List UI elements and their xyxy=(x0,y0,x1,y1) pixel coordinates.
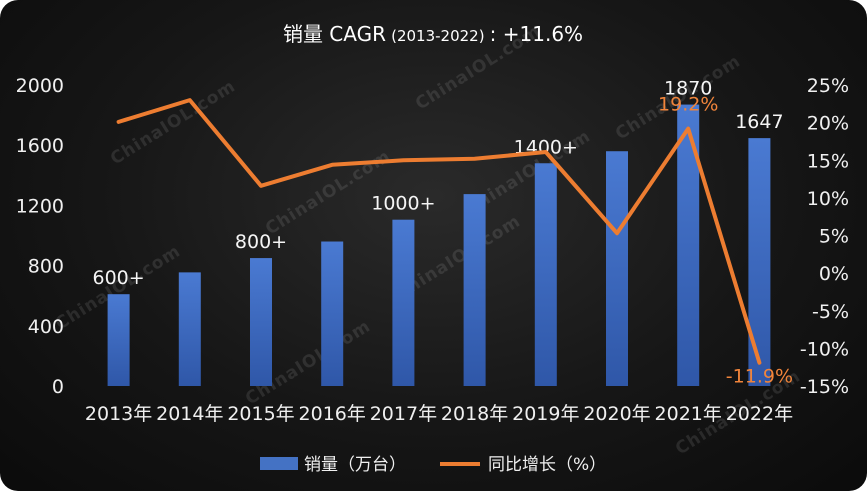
bar xyxy=(748,138,771,386)
line-point xyxy=(544,150,548,154)
right-tick-label: 20% xyxy=(807,113,849,135)
line-point xyxy=(757,361,761,365)
left-tick-label: 2000 xyxy=(16,75,64,97)
line-annotations: 19.2% -11.9% xyxy=(658,94,793,388)
bar xyxy=(463,194,486,386)
x-tick-label: 2020年 xyxy=(583,403,650,425)
right-tick-label: -15% xyxy=(800,376,849,398)
right-tick-label: 0% xyxy=(819,263,849,285)
left-axis: 0 400 800 1200 1600 2000 xyxy=(16,75,64,398)
line-annotation: 19.2% xyxy=(658,94,718,116)
watermark-text: ChinaIOL.com xyxy=(107,76,239,169)
bar xyxy=(606,151,628,386)
line-point xyxy=(259,184,263,188)
x-tick-label: 2013年 xyxy=(85,403,152,425)
bar xyxy=(321,241,344,386)
bar-annotation: 800+ xyxy=(235,231,287,253)
x-tick-label: 2017年 xyxy=(370,403,437,425)
line-point xyxy=(330,163,334,167)
bar xyxy=(250,258,272,386)
chart-title: 销量 CAGR (2013-2022) : +11.6% xyxy=(283,22,583,46)
bar-annotation: 1647 xyxy=(735,111,783,133)
right-tick-label: -5% xyxy=(812,301,849,323)
x-tick-label: 2022年 xyxy=(726,403,793,425)
x-tick-label: 2016年 xyxy=(299,403,366,425)
right-tick-label: 15% xyxy=(807,150,849,172)
right-tick-label: 25% xyxy=(807,75,849,97)
left-tick-label: 400 xyxy=(28,316,64,338)
bar-annotation: 1000+ xyxy=(371,193,435,215)
left-tick-label: 1600 xyxy=(16,135,64,157)
left-tick-label: 0 xyxy=(52,376,64,398)
right-tick-label: 10% xyxy=(807,188,849,210)
title-main: 销量 CAGR xyxy=(283,22,386,46)
left-tick-label: 800 xyxy=(28,256,64,278)
title-period: (2013-2022) xyxy=(391,27,484,45)
bar xyxy=(677,104,700,386)
right-axis: -15% -10% -5% 0% 5% 10% 15% 20% 25% xyxy=(800,75,849,398)
legend-bar-swatch xyxy=(260,457,298,470)
line-point xyxy=(401,158,405,162)
bar xyxy=(107,294,130,386)
x-axis: 2013年 2014年 2015年 2016年 2017年 2018年 2019年 2020年… xyxy=(85,403,793,425)
x-tick-label: 2015年 xyxy=(227,403,294,425)
legend-line-label: 同比增长（%） xyxy=(488,455,606,475)
bar-series xyxy=(107,104,771,386)
left-tick-label: 1200 xyxy=(16,195,64,217)
line-point xyxy=(188,98,192,102)
bar xyxy=(534,163,557,386)
x-tick-label: 2014年 xyxy=(156,403,223,425)
growth-line xyxy=(116,98,762,365)
legend-bar-label: 销量（万台） xyxy=(304,455,406,475)
bar-annotation: 1870 xyxy=(664,78,712,100)
bar xyxy=(392,219,415,386)
bar xyxy=(178,272,201,386)
right-tick-label: 5% xyxy=(819,226,849,248)
line-series xyxy=(116,98,762,365)
bar-annotation: 600+ xyxy=(93,267,145,289)
line-point xyxy=(686,127,690,131)
right-tick-label: -10% xyxy=(800,338,849,360)
line-point xyxy=(117,120,121,124)
title-value: : +11.6% xyxy=(490,22,583,46)
x-tick-label: 2018年 xyxy=(441,403,508,425)
line-point xyxy=(473,157,477,161)
legend: 销量（万台） 同比增长（%） xyxy=(260,455,606,475)
x-tick-label: 2019年 xyxy=(512,403,579,425)
x-tick-label: 2021年 xyxy=(655,403,722,425)
line-point xyxy=(615,231,619,235)
line-annotation: -11.9% xyxy=(726,366,793,388)
